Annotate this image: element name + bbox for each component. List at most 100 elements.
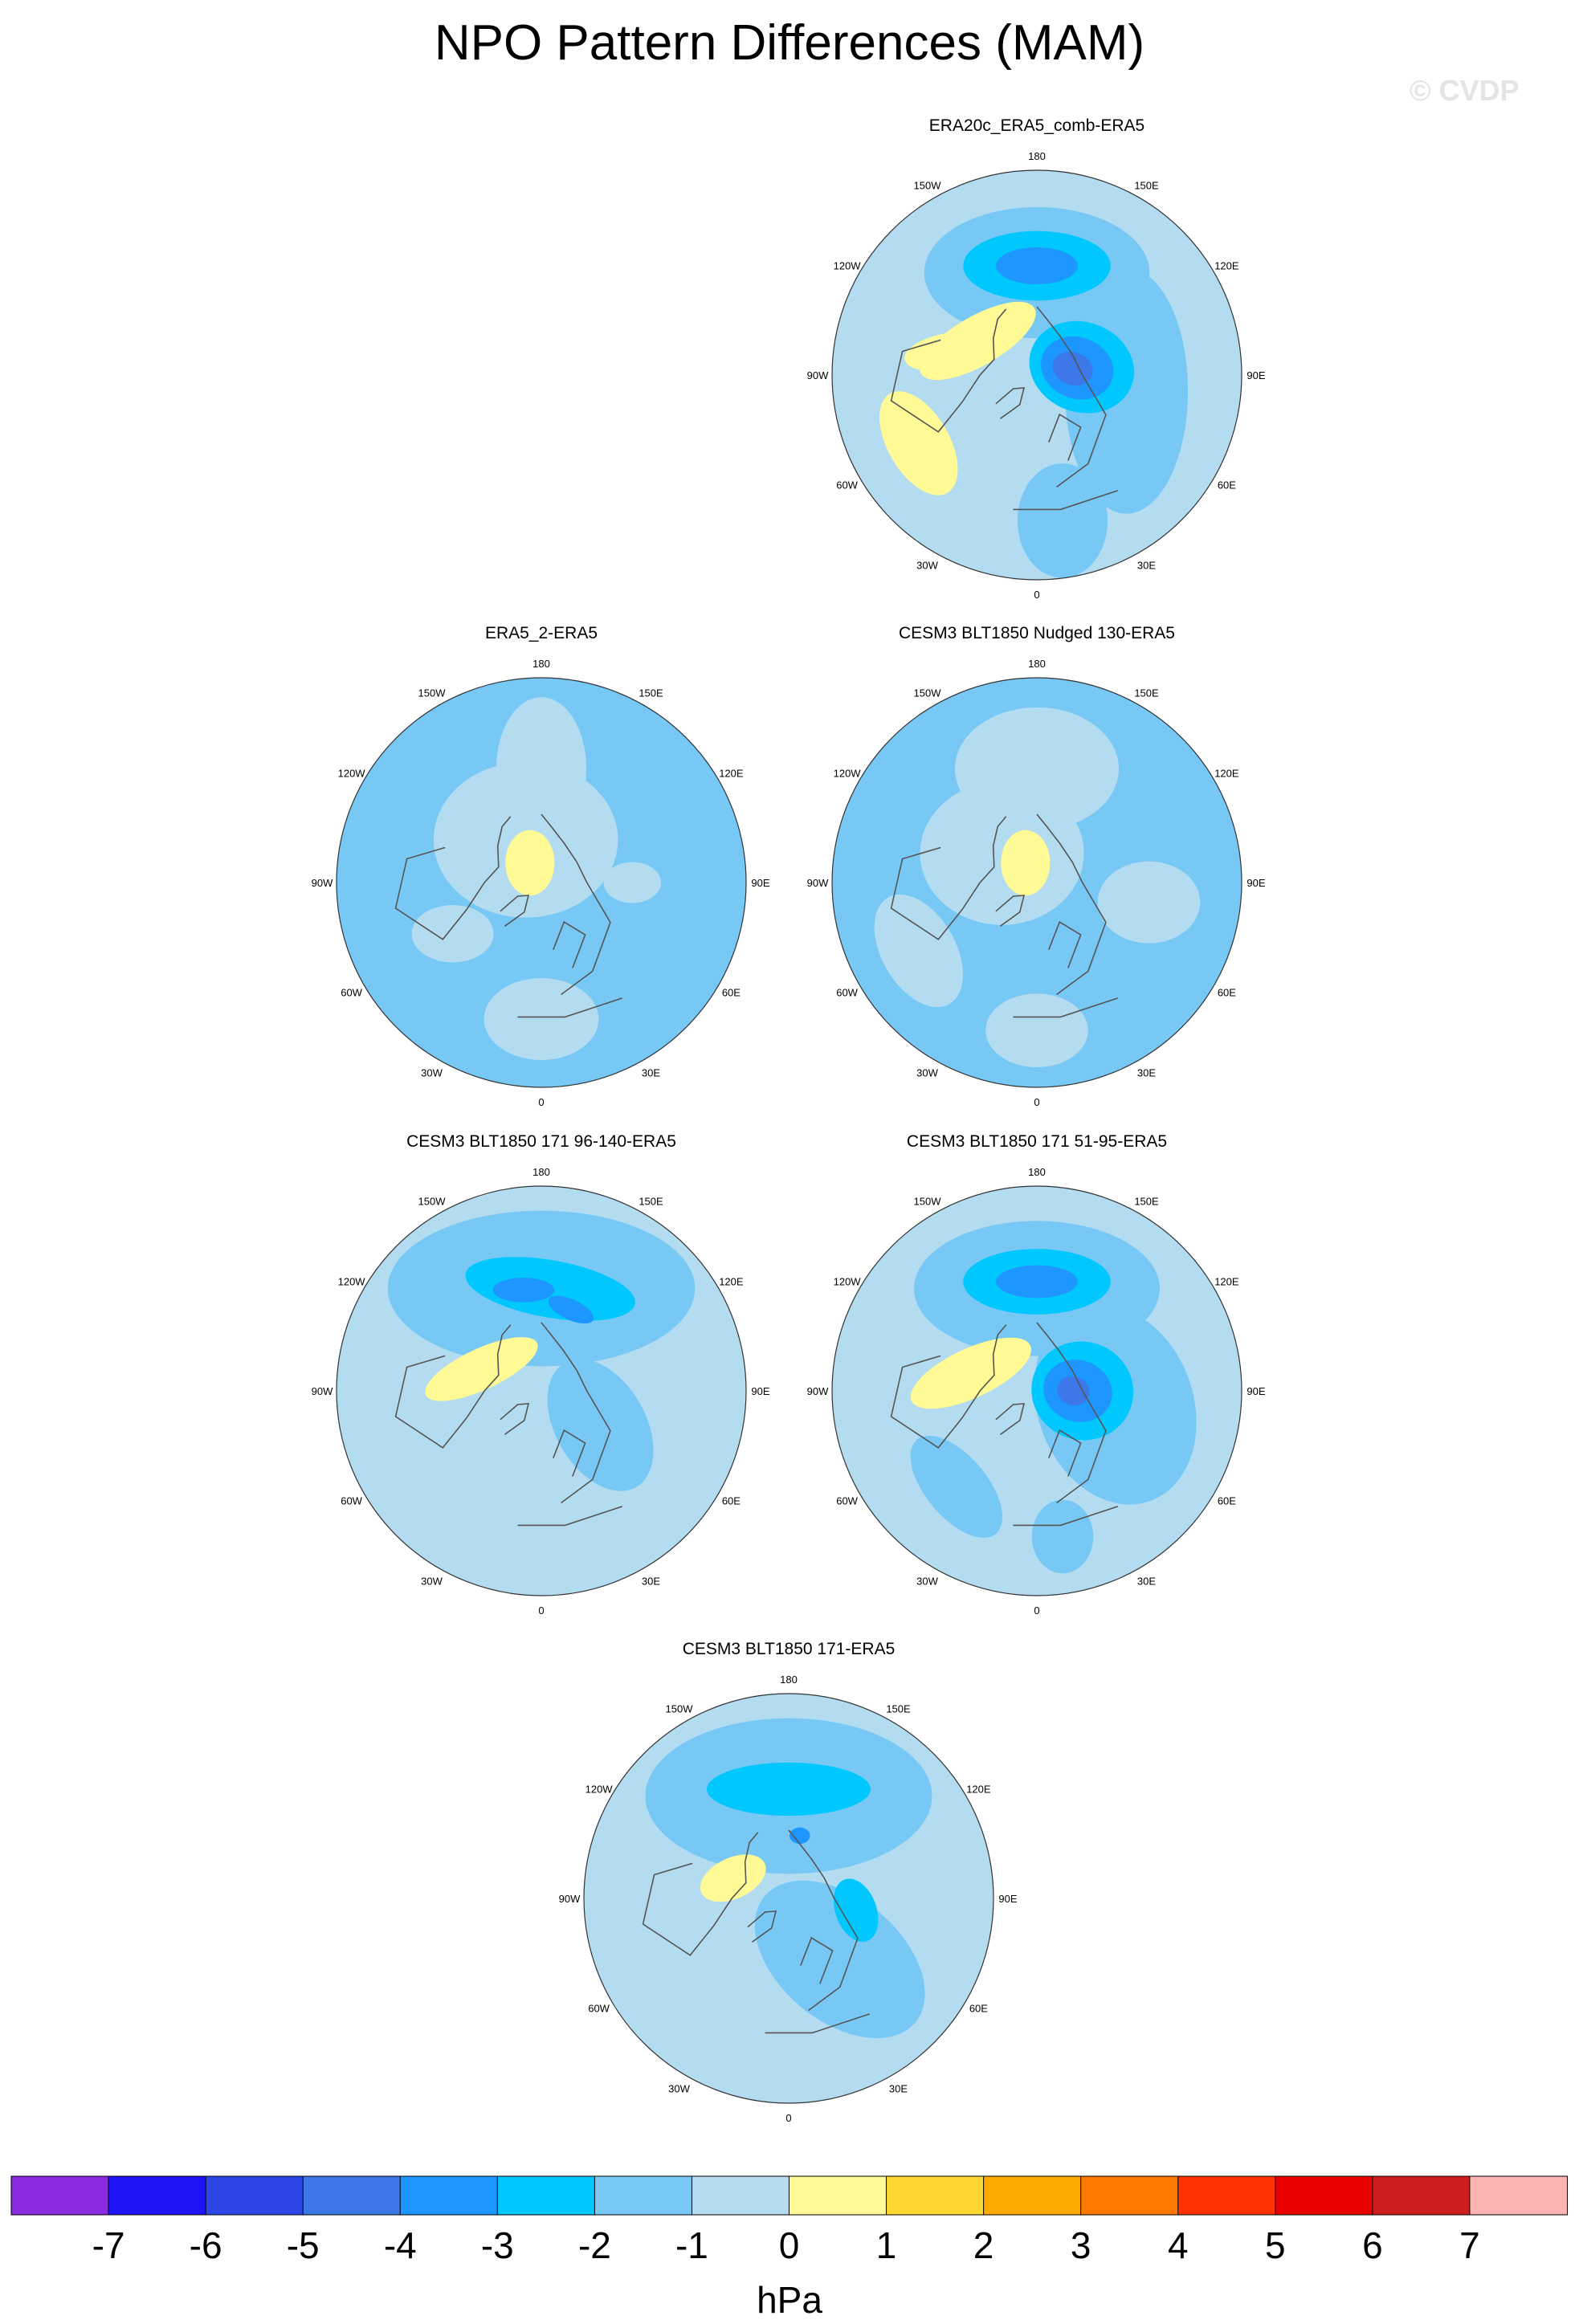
longitude-label: 30W [916,1066,938,1078]
longitude-label: 60W [341,1495,362,1507]
colorbar-tick-label: 2 [973,2224,994,2266]
coastline [1048,920,1082,968]
colorbar-tick-label: -7 [92,2224,125,2266]
contour-region [1097,861,1201,944]
longitude-label: 150W [418,687,447,699]
contour-region [1001,830,1051,896]
contour-region [985,993,1088,1068]
contour-region [874,894,963,1008]
polar-map: 180 150E 120E 90E 60E 30E 0 30W 60W 90W 120W 150W [807,658,1266,1108]
longitude-label: 30E [1137,1575,1156,1587]
polar-map: 180 150E 120E 90E 60E 30E 0 30W 60W 90W 120W 150W [559,1674,1018,2124]
coastline [890,308,1007,433]
longitude-label: 60E [722,987,741,999]
map-panel-3: CESM3 BLT1850 Nudged 130-ERA5 180 150E 120… [788,624,1286,1138]
contour-region [547,1359,654,1491]
longitude-label: 90E [1246,1385,1265,1397]
longitude-label: 120W [834,1276,862,1288]
longitude-label: 180 [532,658,550,670]
contour-region [505,830,555,896]
coastline [890,816,1007,940]
coastline [995,895,1026,927]
longitude-label: 120E [1214,260,1239,272]
contour-region [1017,463,1108,578]
panel-title: ERA5_2-ERA5 [484,624,598,642]
map-panel-2: ERA5_2-ERA5 180 150E 120E 90E 60E 30E 0 30W 60W 9… [292,624,790,1138]
colorbar-tick-label: 6 [1362,2224,1383,2266]
longitude-label: 120W [834,260,862,272]
coastline [1036,306,1107,488]
contour-region [1031,1499,1094,1574]
coastline [642,1832,759,1956]
longitude-label: 60E [1218,987,1236,999]
map-rim [583,1693,994,2104]
colorbar-swatch [399,2175,499,2216]
colorbar-tick-label: -1 [675,2224,708,2266]
longitude-label: 60E [969,2003,988,2015]
colorbar-swatch [10,2175,110,2216]
coastline [1048,413,1082,461]
contour-region [548,1295,594,1324]
colorbar-tick-label: -3 [481,2224,514,2266]
coastline [1036,813,1107,996]
coastline [500,895,530,927]
colorbar-swatch [983,2175,1082,2216]
longitude-label: 60E [722,1495,741,1507]
map-panel-4: CESM3 BLT1850 171 96-140-ERA5 180 150E 120… [292,1132,790,1646]
colorbar-tick-label: 5 [1265,2224,1286,2266]
longitude-label: 150E [1134,687,1159,699]
longitude-label: 90E [1246,369,1265,381]
longitude-label: 0 [1034,589,1039,601]
colorbar-swatch [1177,2175,1276,2216]
coastline [553,920,586,968]
longitude-label: 120E [1214,1276,1239,1288]
panel-title: CESM3 BLT1850 171 96-140-ERA5 [406,1132,676,1151]
map-panel-6: CESM3 BLT1850 171-ERA5 180 150E 120E 90E 60E… [540,1640,1038,2154]
map-panel-5: CESM3 BLT1850 171 51-95-ERA5 180 150E 120E… [788,1132,1286,1646]
longitude-label: 60W [836,479,858,491]
coastline [500,1403,530,1435]
longitude-label: 90W [807,369,829,381]
coastline [765,2013,871,2034]
contour-region [996,1265,1078,1299]
longitude-label: 60E [1218,479,1236,491]
contour-region [411,905,494,963]
coastline [541,813,611,996]
longitude-label: 150E [1134,180,1159,192]
map-rim [831,1185,1242,1596]
panel-title: CESM3 BLT1850 171-ERA5 [682,1640,896,1658]
map-rim [336,1185,747,1596]
colorbar-swatch [205,2175,304,2216]
longitude-label: 30W [916,1575,938,1587]
contour-region [754,1880,925,2039]
contour-region [707,1762,871,1816]
panel-title: ERA20c_ERA5_comb-ERA5 [928,116,1145,135]
longitude-label: 120E [966,1784,991,1796]
contour-region [700,1854,766,1902]
longitude-label: 0 [538,1096,544,1108]
contour-region [910,1337,1031,1409]
colorbar-tick-label: 0 [779,2224,800,2266]
longitude-label: 150E [1134,1196,1159,1208]
contour-region [833,1878,879,1943]
map-rim [831,169,1242,581]
longitude-label: 90W [807,877,829,889]
longitude-label: 90W [807,1385,829,1397]
longitude-label: 30W [916,559,938,571]
longitude-label: 90W [312,877,333,889]
longitude-label: 30W [421,1575,443,1587]
colorbar-swatch [789,2175,887,2216]
polar-map: 180 150E 120E 90E 60E 30E 0 30W 60W 90W 120W 150W [807,1166,1266,1617]
longitude-label: 120W [338,1276,366,1288]
longitude-label: 120W [338,768,366,780]
coastline [394,816,512,940]
colorbar-tick-label: -6 [190,2224,222,2266]
colorbar-tick-label: -5 [287,2224,320,2266]
coastline [890,1324,1007,1449]
longitude-label: 90W [559,1893,581,1905]
colorbar: -7 -6 -5 -4 -3 -2 -1 0 1 2 3 4 5 6 7 hPa [10,2175,1568,2321]
panel-title: CESM3 BLT1850 Nudged 130-ERA5 [899,624,1175,642]
longitude-label: 0 [785,2112,791,2124]
coastline [517,997,623,1018]
colorbar-swatch [1080,2175,1179,2216]
